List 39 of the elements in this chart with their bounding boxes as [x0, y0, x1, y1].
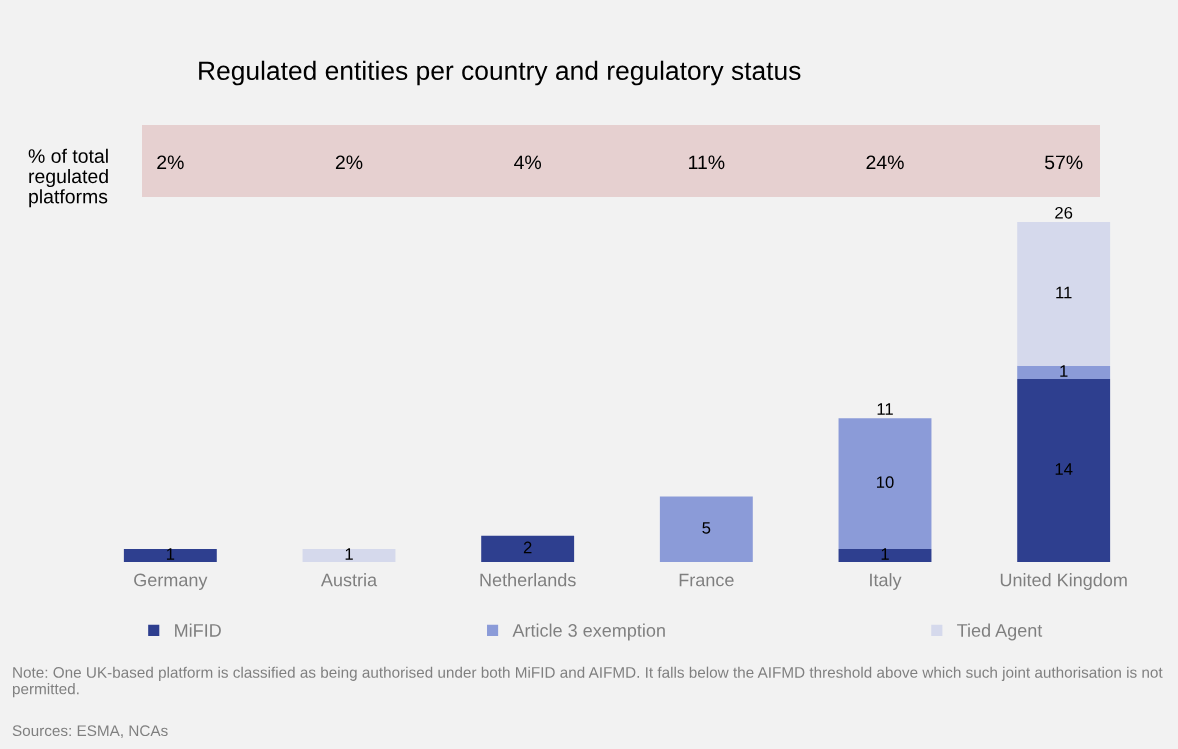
chart-title: Regulated entities per country and regulatory status: [199, 60, 801, 86]
x-tick-label: France: [679, 573, 734, 587]
x-tick-label: Netherlands: [480, 573, 576, 587]
text: 2%: [335, 155, 363, 170]
x-tick-label: Italy: [870, 573, 902, 590]
data-label: 1: [166, 548, 175, 560]
bar: [1017, 378, 1111, 562]
data-label: 2: [523, 541, 532, 554]
data-label: 14: [1055, 463, 1073, 475]
text: 57%: [1044, 155, 1083, 170]
text: % of total regulated platforms: [28, 148, 108, 208]
data-label: 1: [1060, 365, 1068, 377]
text: 11%: [689, 155, 725, 170]
data-label: 1: [345, 548, 353, 560]
bar: [302, 548, 396, 562]
legend-label: MiFID: [175, 623, 221, 637]
text: 24%: [866, 155, 904, 170]
total-label: 11: [877, 403, 893, 415]
source-note: Sources: ESMA, NCAs: [12, 725, 168, 738]
text: Note: One UK-based platform is classified as being authorised under both MiFID and AIFMD. It falls below the AIFMD threshold above which such joint authorisation is not permitted.: [12, 666, 1163, 698]
bar: [838, 418, 932, 549]
bar: [1017, 365, 1111, 379]
x-tick-label: Austria: [320, 573, 378, 587]
data-label: 11: [1056, 286, 1072, 299]
data-label: 10: [877, 476, 894, 489]
bar: [659, 496, 753, 562]
bar: [838, 548, 932, 562]
text: 4%: [514, 155, 542, 170]
text: 2%: [157, 155, 184, 170]
total-label: 26: [1055, 206, 1073, 219]
data-label: 1: [881, 548, 889, 560]
legend-label: Tied Agent: [957, 623, 1043, 641]
bar: [123, 548, 217, 562]
bar: [481, 535, 575, 562]
data-label: 5: [702, 522, 711, 534]
x-tick-label: United Kingdom: [1000, 573, 1127, 590]
bar: [1017, 222, 1111, 366]
legend-label: Article 3 exemption: [512, 623, 665, 641]
x-tick-label: Germany: [134, 573, 208, 590]
